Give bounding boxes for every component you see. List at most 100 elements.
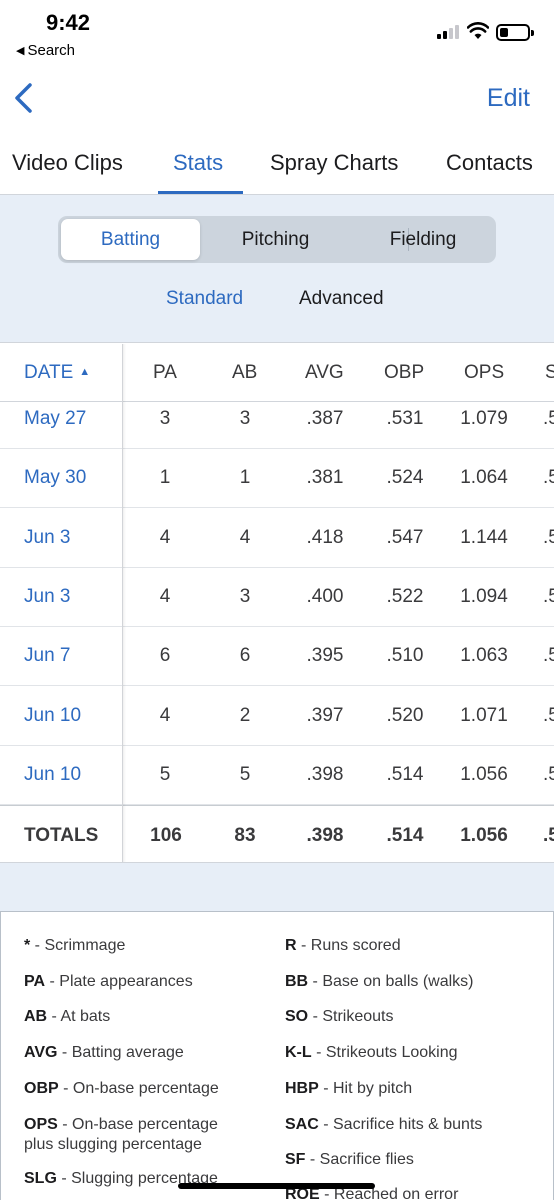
row-avg-value: .398 [306, 763, 344, 785]
row-ab-value: 1 [239, 467, 251, 489]
subtab-standard[interactable]: Standard [166, 288, 244, 309]
wifi-icon [467, 22, 489, 39]
segment-pitching[interactable]: Pitching [241, 228, 310, 250]
column-header-ab[interactable]: AB [232, 362, 258, 383]
row-date-link[interactable]: Jun 7 [24, 645, 71, 667]
segment-divider [408, 228, 409, 251]
tab-spray-charts[interactable]: Spray Charts [270, 150, 399, 175]
legend-abbr: SF [285, 1151, 306, 1168]
legend-item: OBP - On-base percentage [24, 1079, 219, 1099]
row-obp-value: .514 [386, 763, 424, 785]
row-ops-value: 1.064 [460, 467, 508, 489]
totals-row: TOTALS 106 83 .398 .514 1.056 .5 [0, 805, 554, 863]
frozen-column-shadow [122, 344, 126, 862]
row-avg-value: .400 [306, 585, 344, 607]
column-header-slg[interactable]: S [545, 362, 554, 383]
row-obp-value: .524 [386, 467, 424, 489]
table-row[interactable]: Jun 10 5 5 .398 .514 1.056 .5 [0, 746, 554, 805]
row-date-link[interactable]: Jun 10 [24, 763, 82, 785]
row-pa-value: 6 [159, 645, 171, 667]
table-row[interactable]: May 27 3 3 .387 .531 1.079 .5 [0, 390, 554, 449]
row-ops-value: 1.056 [460, 763, 508, 785]
row-pa-value: 4 [159, 704, 171, 726]
table-row[interactable]: Jun 3 4 4 .418 .547 1.144 .5 [0, 509, 554, 568]
row-avg-value: .418 [306, 526, 344, 548]
table-row[interactable]: Jun 10 4 2 .397 .520 1.071 .5 [0, 687, 554, 746]
legend-desc: - Strikeouts Looking [311, 1044, 458, 1061]
legend-abbr: PA [24, 973, 46, 990]
legend-item: AB - At bats [24, 1007, 110, 1027]
legend-desc: - On-base percentage [58, 1080, 219, 1097]
legend-desc: - Batting average [57, 1044, 184, 1061]
row-ab-value: 6 [239, 645, 251, 667]
legend-desc: - Scrimmage [30, 937, 126, 954]
row-date-link[interactable]: Jun 10 [24, 704, 82, 726]
filter-area: Batting Pitching Fielding Standard Advan… [0, 195, 554, 343]
legend-item: SF - Sacrifice flies [285, 1150, 414, 1170]
column-header-obp[interactable]: OBP [384, 362, 425, 383]
legend-item: HBP - Hit by pitch [285, 1079, 412, 1099]
row-obp-value: .510 [386, 645, 424, 667]
legend-desc: - Base on balls (walks) [308, 973, 474, 990]
column-header-ops[interactable]: OPS [464, 362, 505, 383]
tab-contacts[interactable]: Contacts [446, 150, 533, 175]
legend-item: ROE - Reached on error [285, 1185, 458, 1200]
totals-obp: .514 [386, 825, 424, 846]
row-date-link[interactable]: May 30 [24, 467, 87, 489]
home-indicator[interactable] [178, 1183, 375, 1189]
totals-slg: .5 [543, 825, 554, 846]
row-obp-value: .522 [386, 585, 424, 607]
row-ops-value: 1.063 [460, 645, 508, 667]
row-s-value: .5 [543, 645, 554, 667]
column-header-pa[interactable]: PA [153, 362, 177, 383]
legend-abbr: SLG [24, 1170, 57, 1187]
legend-desc: - Strikeouts [308, 1008, 394, 1025]
row-pa-value: 4 [159, 585, 171, 607]
segment-fielding[interactable]: Fielding [389, 228, 457, 250]
legend-abbr: ROE [285, 1186, 320, 1200]
totals-ops: 1.056 [460, 825, 508, 846]
row-ab-value: 5 [239, 763, 251, 785]
legend-abbr: SAC [285, 1116, 319, 1133]
row-obp-value: .531 [386, 408, 424, 429]
section-spacer [0, 863, 554, 911]
row-date-link[interactable]: May 27 [24, 408, 87, 429]
legend-desc: - Sacrifice flies [305, 1151, 414, 1168]
column-header-date[interactable]: DATE ▲ [24, 362, 91, 383]
status-time: 9:42 [46, 10, 91, 35]
legend-item: * - Scrimmage [24, 936, 125, 956]
tab-video-clips[interactable]: Video Clips [12, 150, 123, 175]
legend-item: R - Runs scored [285, 936, 401, 956]
row-s-value: .5 [543, 467, 554, 489]
totals-label: TOTALS [24, 825, 99, 846]
row-ab-value: 2 [239, 704, 251, 726]
segment-batting[interactable]: Batting [61, 219, 200, 260]
legend-abbr: AB [24, 1008, 48, 1025]
status-bar: 9:42 ◀ Search [0, 0, 554, 68]
row-date-link[interactable]: Jun 3 [24, 585, 71, 607]
cellular-signal-icon [437, 25, 459, 39]
legend-desc: - Slugging percentage [56, 1170, 218, 1187]
legend-desc: - Runs scored [296, 937, 401, 954]
legend-abbr: OPS [24, 1116, 58, 1133]
tab-stats[interactable]: Stats [173, 150, 224, 175]
status-back-to-app[interactable]: ◀ Search [16, 42, 75, 59]
legend-item: SLG - Slugging percentage [24, 1169, 218, 1189]
subtab-advanced[interactable]: Advanced [299, 288, 384, 309]
legend-abbr: R [285, 937, 297, 954]
row-s-value: .5 [543, 585, 554, 607]
legend-desc-continued: plus slugging percentage [24, 1136, 202, 1153]
table-row[interactable]: Jun 3 4 3 .400 .522 1.094 .5 [0, 568, 554, 627]
row-avg-value: .381 [306, 467, 344, 489]
table-row[interactable]: May 30 1 1 .381 .524 1.064 .5 [0, 449, 554, 509]
totals-avg: .398 [306, 825, 344, 846]
back-chevron-icon[interactable] [10, 80, 38, 116]
legend-item: K-L - Strikeouts Looking [285, 1043, 458, 1063]
edit-button[interactable]: Edit [486, 84, 530, 112]
legend-abbr: OBP [24, 1080, 59, 1097]
table-row[interactable]: Jun 7 6 6 .395 .510 1.063 .5 [0, 627, 554, 687]
battery-icon [496, 24, 534, 41]
row-pa-value: 1 [159, 467, 171, 489]
row-date-link[interactable]: Jun 3 [24, 526, 71, 548]
column-header-avg[interactable]: AVG [305, 362, 344, 383]
